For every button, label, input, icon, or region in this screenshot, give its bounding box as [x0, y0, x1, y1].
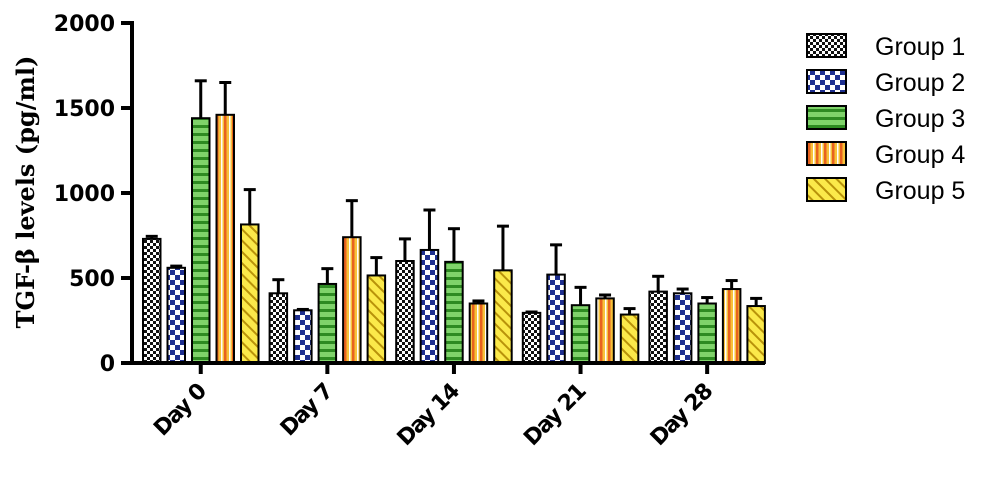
y-tick-label: 2000: [54, 12, 115, 37]
legend-swatch-group-4: [806, 141, 847, 166]
x-tick-label: Day 28: [646, 379, 718, 451]
bar-group-2-day-7: [293, 309, 313, 364]
bar-group-4-day-14: [468, 302, 489, 364]
bar-group-5-day-0: [240, 223, 260, 364]
legend-label: Group 5: [875, 177, 965, 205]
y-axis: 0 500 1000 1500 2000: [54, 12, 134, 377]
bar-group-1-day-7: [268, 292, 289, 364]
legend-label: Group 1: [875, 33, 965, 61]
legend-label: Group 2: [875, 69, 965, 97]
bar-group-1-day-14: [395, 260, 415, 364]
y-tick-label: 500: [69, 267, 115, 292]
bar-group-2-day-28: [672, 292, 693, 364]
legend-swatch-group-5: [806, 177, 847, 202]
bar-group-3-day-14: [444, 260, 464, 365]
bar-group-4-day-0: [215, 113, 235, 364]
bar-group-2-day-0: [166, 266, 186, 364]
bar-group-3-day-0: [191, 117, 211, 364]
x-tick-label: Day 0: [149, 379, 212, 442]
legend-swatch-group-3: [806, 105, 847, 130]
bar-group-5-day-21: [619, 313, 640, 364]
bar-group-2-day-14: [419, 248, 440, 364]
legend-swatch-group-2: [806, 69, 847, 94]
bar-group-3-day-7: [317, 282, 338, 365]
bar-group-5-day-28: [746, 305, 766, 364]
bar-group-3-day-21: [570, 304, 591, 365]
bar-group-4-day-7: [342, 236, 362, 364]
x-tick-label: Day 7: [276, 379, 338, 441]
bar-group-1-day-28: [648, 290, 668, 365]
legend-label: Group 4: [875, 141, 965, 169]
bar-group-4-day-28: [721, 288, 742, 364]
bars-group: [142, 79, 766, 365]
bar-group-5-day-14: [493, 269, 513, 365]
y-axis-label: TGF-β levels (pg/ml): [11, 56, 40, 329]
legend-swatch-group-1: [806, 33, 847, 58]
x-tick-label: Day 21: [519, 379, 591, 451]
bar-group-4-day-21: [595, 297, 615, 364]
bar-group-5-day-7: [366, 274, 387, 365]
bar-group-3-day-28: [697, 302, 717, 364]
bar-group-2-day-21: [546, 273, 566, 365]
legend-label: Group 3: [875, 105, 965, 133]
x-axis: Day 0 Day 7 Day 14 Day 21 Day 28: [130, 361, 765, 451]
y-tick-label: 1500: [54, 97, 115, 122]
x-tick-label: Day 14: [393, 379, 465, 451]
y-tick-label: 0: [100, 352, 115, 377]
y-tick-label: 1000: [54, 182, 115, 207]
bar-group-1-day-21: [521, 311, 542, 365]
legend: Group 1 Group 2 Group 3 Group 4 Group 5: [806, 33, 965, 205]
bar-group-1-day-0: [142, 237, 162, 364]
